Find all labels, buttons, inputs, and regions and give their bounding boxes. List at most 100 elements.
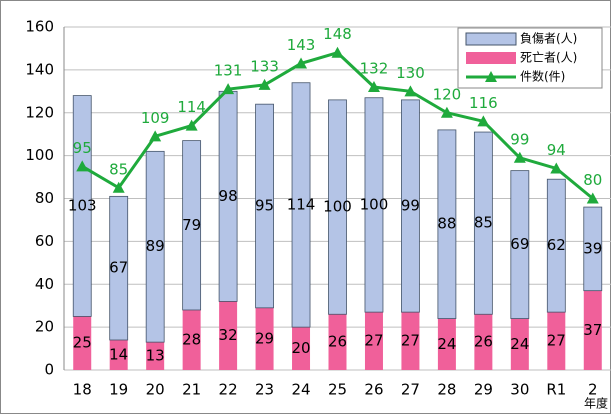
bar-value-label: 79 — [182, 216, 201, 234]
bar-value-label: 98 — [219, 187, 238, 205]
bar-segment — [437, 129, 457, 319]
bar-segment — [473, 131, 493, 315]
bar-segment — [146, 342, 165, 370]
line-marker — [586, 192, 599, 204]
bar-value-label: 100 — [323, 198, 352, 216]
bar-segment — [583, 206, 603, 292]
line-value-label: 132 — [360, 60, 389, 78]
bar-segment — [474, 314, 493, 370]
bar-segment — [72, 95, 92, 317]
x-tick-label: 19 — [109, 381, 128, 399]
bar-segment — [546, 178, 566, 313]
y-tick-label: 0 — [44, 361, 54, 379]
x-tick-label: R1 — [546, 381, 566, 399]
line-marker — [513, 151, 526, 163]
bar-value-label: 69 — [510, 235, 529, 253]
bar-value-label: 62 — [547, 236, 566, 254]
bar-segment — [510, 318, 529, 370]
bar-segment — [219, 301, 238, 370]
line-marker — [185, 119, 198, 131]
bar-segment — [145, 150, 165, 343]
bar-value-label: 27 — [547, 332, 566, 350]
line-value-label: 143 — [287, 36, 316, 54]
line-marker — [222, 83, 235, 95]
bar-value-label: 32 — [219, 326, 238, 344]
bar-value-label: 89 — [146, 237, 165, 255]
y-tick-label: 140 — [25, 60, 54, 78]
x-tick-label: 29 — [474, 381, 493, 399]
bar-value-label: 99 — [401, 197, 420, 215]
bar-value-label: 95 — [255, 197, 274, 215]
bar-segment — [109, 339, 128, 370]
bar-value-label: 25 — [73, 334, 92, 352]
bar-segment — [255, 103, 274, 309]
x-axis-label: 年度 — [584, 396, 608, 411]
y-tick-label: 100 — [25, 146, 54, 164]
line-value-label: 114 — [177, 98, 206, 116]
bar-value-label: 29 — [255, 329, 274, 347]
line-value-label: 80 — [583, 171, 602, 189]
line-value-label: 148 — [323, 25, 352, 43]
bar-segment — [182, 309, 201, 370]
y-tick-label: 80 — [35, 189, 54, 207]
bar-value-label: 37 — [583, 321, 602, 339]
bar-value-label: 39 — [583, 239, 602, 257]
bar-value-label: 103 — [68, 197, 97, 215]
y-tick-label: 60 — [35, 232, 54, 250]
line-marker — [76, 160, 89, 172]
bar-value-label: 26 — [474, 333, 493, 351]
bar-value-label: 27 — [401, 332, 420, 350]
bar-segment — [109, 195, 129, 341]
line-marker — [258, 78, 271, 90]
bar-segment — [328, 99, 347, 315]
y-tick-label: 40 — [35, 275, 54, 293]
legend-label: 負傷者(人) — [520, 31, 577, 46]
bar-value-label: 27 — [364, 332, 383, 350]
bar-value-label: 14 — [109, 345, 128, 363]
bar-segment — [510, 170, 530, 319]
line-marker — [440, 106, 453, 118]
x-tick-label: 26 — [364, 381, 383, 399]
line-marker — [367, 81, 380, 93]
bar-value-label: 114 — [287, 195, 316, 213]
line-value-label: 95 — [73, 139, 92, 157]
bar-segment — [437, 318, 456, 370]
x-tick-label: 27 — [401, 381, 420, 399]
bar-value-label: 20 — [291, 339, 310, 357]
line-value-label: 99 — [510, 130, 529, 148]
x-tick-label: 28 — [437, 381, 456, 399]
line-value-label: 131 — [214, 62, 243, 80]
legend-label: 件数(件) — [520, 69, 565, 84]
legend-swatch — [466, 52, 516, 64]
bar-segment — [73, 316, 92, 370]
bar-segment — [364, 97, 384, 313]
bar-segment — [182, 140, 202, 311]
bar-segment — [328, 314, 347, 370]
line-marker — [149, 130, 162, 142]
y-tick-label: 120 — [25, 103, 54, 121]
bar-value-label: 85 — [474, 214, 493, 232]
line-marker — [331, 46, 344, 58]
x-tick-label: 30 — [510, 381, 529, 399]
line-marker — [477, 115, 490, 127]
legend-label: 死亡者(人) — [520, 51, 577, 65]
x-tick-label: 18 — [73, 381, 92, 399]
x-tick-label: 20 — [146, 381, 165, 399]
line-value-label: 94 — [547, 141, 566, 159]
bar-value-label: 88 — [437, 215, 456, 233]
line-value-label: 116 — [469, 94, 498, 112]
bar-value-label: 26 — [328, 333, 347, 351]
bar-segment — [401, 99, 420, 313]
line-marker — [550, 162, 563, 174]
bar-segment — [547, 312, 566, 370]
x-tick-label: 23 — [255, 381, 274, 399]
bar-segment — [583, 290, 602, 370]
line-value-label: 109 — [141, 109, 170, 127]
line-value-label: 85 — [109, 160, 128, 178]
legend-swatch — [465, 32, 517, 46]
bar-segment — [401, 312, 420, 370]
line-marker — [112, 181, 125, 193]
x-tick-label: 22 — [219, 381, 238, 399]
bar-value-label: 28 — [182, 330, 201, 348]
